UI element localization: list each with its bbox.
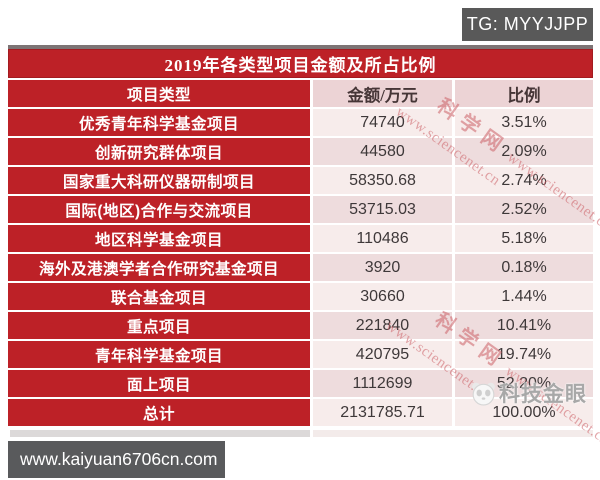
table-row: 总计 2131785.71 100.00%	[8, 399, 593, 426]
table-title: 2019年各类型项目金额及所占比例	[8, 49, 593, 78]
cell-project-type: 总计	[8, 399, 310, 426]
table-bottom-shadow-right	[313, 430, 593, 437]
cell-project-type: 优秀青年科学基金项目	[8, 109, 310, 136]
header-ratio: 比例	[455, 80, 593, 107]
cell-ratio: 2.52%	[455, 196, 593, 223]
cell-project-type: 重点项目	[8, 312, 310, 339]
cell-project-type: 创新研究群体项目	[8, 138, 310, 165]
table-row: 海外及港澳学者合作研究基金项目 3920 0.18%	[8, 254, 593, 281]
cell-project-type: 国家重大科研仪器研制项目	[8, 167, 310, 194]
table-row: 优秀青年科学基金项目 74740 3.51%	[8, 109, 593, 136]
cell-ratio: 19.74%	[455, 341, 593, 368]
cell-ratio: 3.51%	[455, 109, 593, 136]
table-top-shadow-line	[8, 45, 593, 49]
table-grid: 项目类型 金额/万元 比例 优秀青年科学基金项目 74740 3.51% 创新研究群体项目 4…	[8, 80, 593, 426]
table-row: 重点项目 221840 10.41%	[8, 312, 593, 339]
cell-project-type: 地区科学基金项目	[8, 225, 310, 252]
cell-ratio: 5.18%	[455, 225, 593, 252]
cell-amount: 221840	[313, 312, 452, 339]
cell-ratio: 0.18%	[455, 254, 593, 281]
cell-project-type: 青年科学基金项目	[8, 341, 310, 368]
cell-project-type: 联合基金项目	[8, 283, 310, 310]
table-row: 地区科学基金项目 110486 5.18%	[8, 225, 593, 252]
cell-amount: 420795	[313, 341, 452, 368]
cell-amount: 2131785.71	[313, 399, 452, 426]
cell-project-type: 国际(地区)合作与交流项目	[8, 196, 310, 223]
table-row: 国际(地区)合作与交流项目 53715.03 2.52%	[8, 196, 593, 223]
funding-table: 2019年各类型项目金额及所占比例 项目类型 金额/万元 比例 优秀青年科学基金项目 7…	[8, 49, 593, 426]
cell-ratio: 2.09%	[455, 138, 593, 165]
cell-project-type: 面上项目	[8, 370, 310, 397]
tg-contact-badge: TG: MYYJJPP	[462, 8, 593, 41]
logo: 科技金眼	[470, 378, 587, 408]
table-header-row: 项目类型 金额/万元 比例	[8, 80, 593, 107]
logo-label: 科技金眼	[499, 383, 587, 406]
header-project-type: 项目类型	[8, 80, 310, 107]
table-row: 创新研究群体项目 44580 2.09%	[8, 138, 593, 165]
cell-ratio: 10.41%	[455, 312, 593, 339]
cell-amount: 110486	[313, 225, 452, 252]
table-bottom-shadow-left	[10, 430, 310, 437]
cell-amount: 3920	[313, 254, 452, 281]
cell-amount: 44580	[313, 138, 452, 165]
cell-amount: 30660	[313, 283, 452, 310]
website-url-badge: www.kaiyuan6706cn.com	[8, 441, 225, 478]
table-row: 国家重大科研仪器研制项目 58350.68 2.74%	[8, 167, 593, 194]
cell-amount: 1112699	[313, 370, 452, 397]
cell-amount: 74740	[313, 109, 452, 136]
cell-ratio: 2.74%	[455, 167, 593, 194]
table-row: 青年科学基金项目 420795 19.74%	[8, 341, 593, 368]
cell-ratio: 1.44%	[455, 283, 593, 310]
panda-face-icon	[472, 382, 495, 406]
cell-amount: 53715.03	[313, 196, 452, 223]
table-row: 联合基金项目 30660 1.44%	[8, 283, 593, 310]
header-amount: 金额/万元	[313, 80, 452, 107]
cell-amount: 58350.68	[313, 167, 452, 194]
cell-project-type: 海外及港澳学者合作研究基金项目	[8, 254, 310, 281]
